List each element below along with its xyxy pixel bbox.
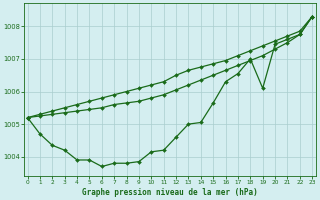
X-axis label: Graphe pression niveau de la mer (hPa): Graphe pression niveau de la mer (hPa) (82, 188, 258, 197)
